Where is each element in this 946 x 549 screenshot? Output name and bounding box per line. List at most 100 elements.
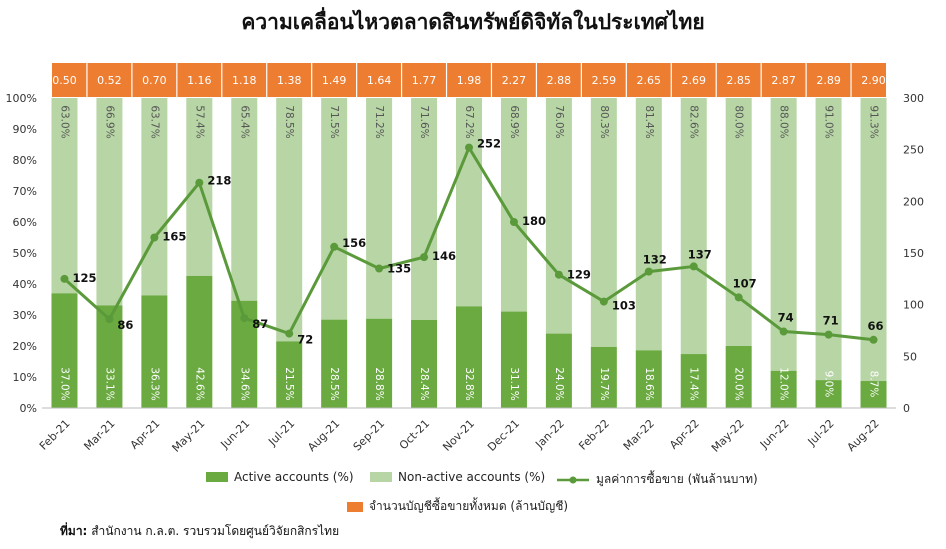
x-axis-tick-label: Nov-21	[440, 417, 477, 454]
trading-value-point	[195, 178, 204, 187]
trading-value-label: 218	[207, 174, 231, 188]
non-active-label: 71.6%	[418, 105, 430, 138]
trading-value-label: 252	[477, 137, 501, 151]
right-axis-tick-label: 0	[903, 402, 910, 415]
non-active-label: 91.0%	[823, 105, 835, 138]
left-axis-tick-label: 100%	[6, 92, 37, 105]
right-axis-tick-label: 50	[903, 350, 917, 363]
active-bar	[456, 306, 482, 408]
x-axis-tick-label: Apr-22	[667, 417, 702, 452]
right-y-axis: 0 50 100 150 200 250 300	[903, 92, 924, 415]
band-value-label: 2.69	[681, 74, 706, 87]
active-bar	[770, 370, 797, 408]
active-bar	[590, 346, 617, 408]
legend-active-label: Active accounts (%)	[234, 470, 354, 484]
non-active-bar	[96, 98, 123, 306]
non-active-label: 78.5%	[283, 105, 295, 138]
band-value-label: 1.49	[322, 74, 347, 87]
right-axis-tick-label: 300	[903, 92, 924, 105]
legend-active-swatch	[206, 472, 228, 482]
band-value-label: 2.87	[771, 74, 796, 87]
legend-band: จำนวนบัญชีซื้อขายทั้งหมด (ล้านบัญชี)	[347, 497, 568, 516]
x-axis-tick-label: Jun-22	[757, 417, 792, 452]
active-bar	[141, 295, 168, 408]
non-active-bar	[680, 98, 707, 355]
x-axis-tick-label: May-21	[170, 417, 208, 455]
trading-value-label: 165	[162, 230, 186, 244]
trading-value-label: 86	[117, 318, 133, 332]
legend-active: Active accounts (%)	[206, 470, 354, 484]
left-axis-tick-label: 70%	[13, 185, 37, 198]
trading-value-label: 87	[252, 317, 268, 331]
active-label: 34.6%	[238, 367, 250, 400]
trading-value-label: 71	[823, 314, 839, 328]
non-active-bar	[51, 98, 78, 294]
right-axis-tick-label: 200	[903, 195, 924, 208]
trading-value-label: 137	[688, 247, 712, 261]
band-background	[52, 63, 886, 97]
active-label: 36.3%	[148, 367, 160, 400]
active-bar	[51, 293, 78, 408]
active-label: 18.6%	[643, 367, 655, 400]
active-bar	[411, 319, 438, 408]
trading-value-point	[150, 233, 159, 242]
active-bar	[635, 350, 662, 408]
active-label: 33.1%	[103, 367, 115, 400]
band-value-label: 2.88	[547, 74, 572, 87]
non-active-bar	[321, 98, 348, 320]
legend-non-active-swatch	[370, 472, 392, 482]
trading-value-point	[105, 315, 114, 324]
legend-non-active: Non-active accounts (%)	[370, 470, 545, 484]
trading-value-label: 156	[342, 236, 366, 250]
active-label: 24.0%	[553, 367, 565, 400]
active-label: 17.4%	[688, 367, 700, 400]
band-value-label: 1.98	[457, 74, 482, 87]
active-label: 32.8%	[463, 367, 475, 400]
active-bar	[276, 341, 303, 408]
non-active-bar	[231, 98, 258, 301]
left-axis-tick-label: 80%	[13, 154, 37, 167]
source-label: ที่มา:	[60, 524, 88, 538]
band-value-label: 2.90	[861, 74, 886, 87]
x-axis-tick-label: Jul-22	[805, 417, 837, 449]
band-value-label: 1.77	[412, 74, 437, 87]
x-axis-tick-label: Dec-21	[485, 417, 522, 454]
account-count-band: 0.50 0.52 0.70 1.16 1.18 1.38 1.49 1.64 1.77 1.98…	[52, 63, 886, 97]
right-axis-tick-label: 150	[903, 247, 924, 260]
non-active-label: 80.0%	[733, 105, 745, 138]
band-value-label: 1.64	[367, 74, 392, 87]
trading-value-point	[734, 293, 743, 302]
x-axis-tick-label: Jan-22	[532, 417, 567, 452]
trading-value-label: 103	[612, 299, 636, 313]
x-axis-tick-label: Feb-21	[37, 417, 73, 453]
trading-value-point	[60, 274, 69, 283]
band-value-label: 2.65	[637, 74, 662, 87]
band-value-label: 2.59	[592, 74, 617, 87]
left-axis-tick-label: 50%	[13, 247, 37, 260]
trading-value-label: 107	[733, 276, 757, 290]
source-text: สำนักงาน ก.ล.ต. รวบรวมโดยศูนย์วิจัยกสิกร…	[91, 524, 340, 538]
legend-line-label: มูลค่าการซื้อขาย (พันล้านบาท)	[596, 472, 758, 486]
non-active-label: 80.3%	[598, 105, 610, 138]
trading-value-label: 66	[868, 319, 884, 333]
trading-value-point	[824, 330, 833, 339]
non-active-label: 71.2%	[373, 105, 385, 138]
x-axis-tick-label: Apr-21	[128, 417, 163, 452]
left-y-axis: 0% 10% 20% 30% 40% 50% 60% 70% 80% 90% 100%	[6, 92, 37, 415]
right-axis-tick-label: 250	[903, 144, 924, 157]
non-active-label: 82.6%	[688, 105, 700, 138]
left-axis-tick-label: 30%	[13, 309, 37, 322]
active-bar	[860, 381, 887, 408]
legend-line-swatch	[557, 476, 589, 483]
x-axis-tick-label: Oct-21	[397, 417, 432, 452]
non-active-label: 81.4%	[643, 105, 655, 138]
active-label: 28.4%	[418, 367, 430, 400]
legend-line: มูลค่าการซื้อขาย (พันล้านบาท)	[556, 470, 758, 489]
band-value-label: 2.85	[726, 74, 751, 87]
x-axis-tick-label: Mar-22	[621, 417, 657, 453]
active-label: 42.6%	[193, 367, 205, 400]
trading-value-label: 125	[72, 271, 96, 285]
chart-title: ความเคลื่อนไหวตลาดสินทรัพย์ดิจิทัลในประเ…	[241, 9, 705, 34]
non-active-label: 65.4%	[238, 105, 250, 138]
x-axis-tick-label: Jul-21	[265, 417, 297, 449]
